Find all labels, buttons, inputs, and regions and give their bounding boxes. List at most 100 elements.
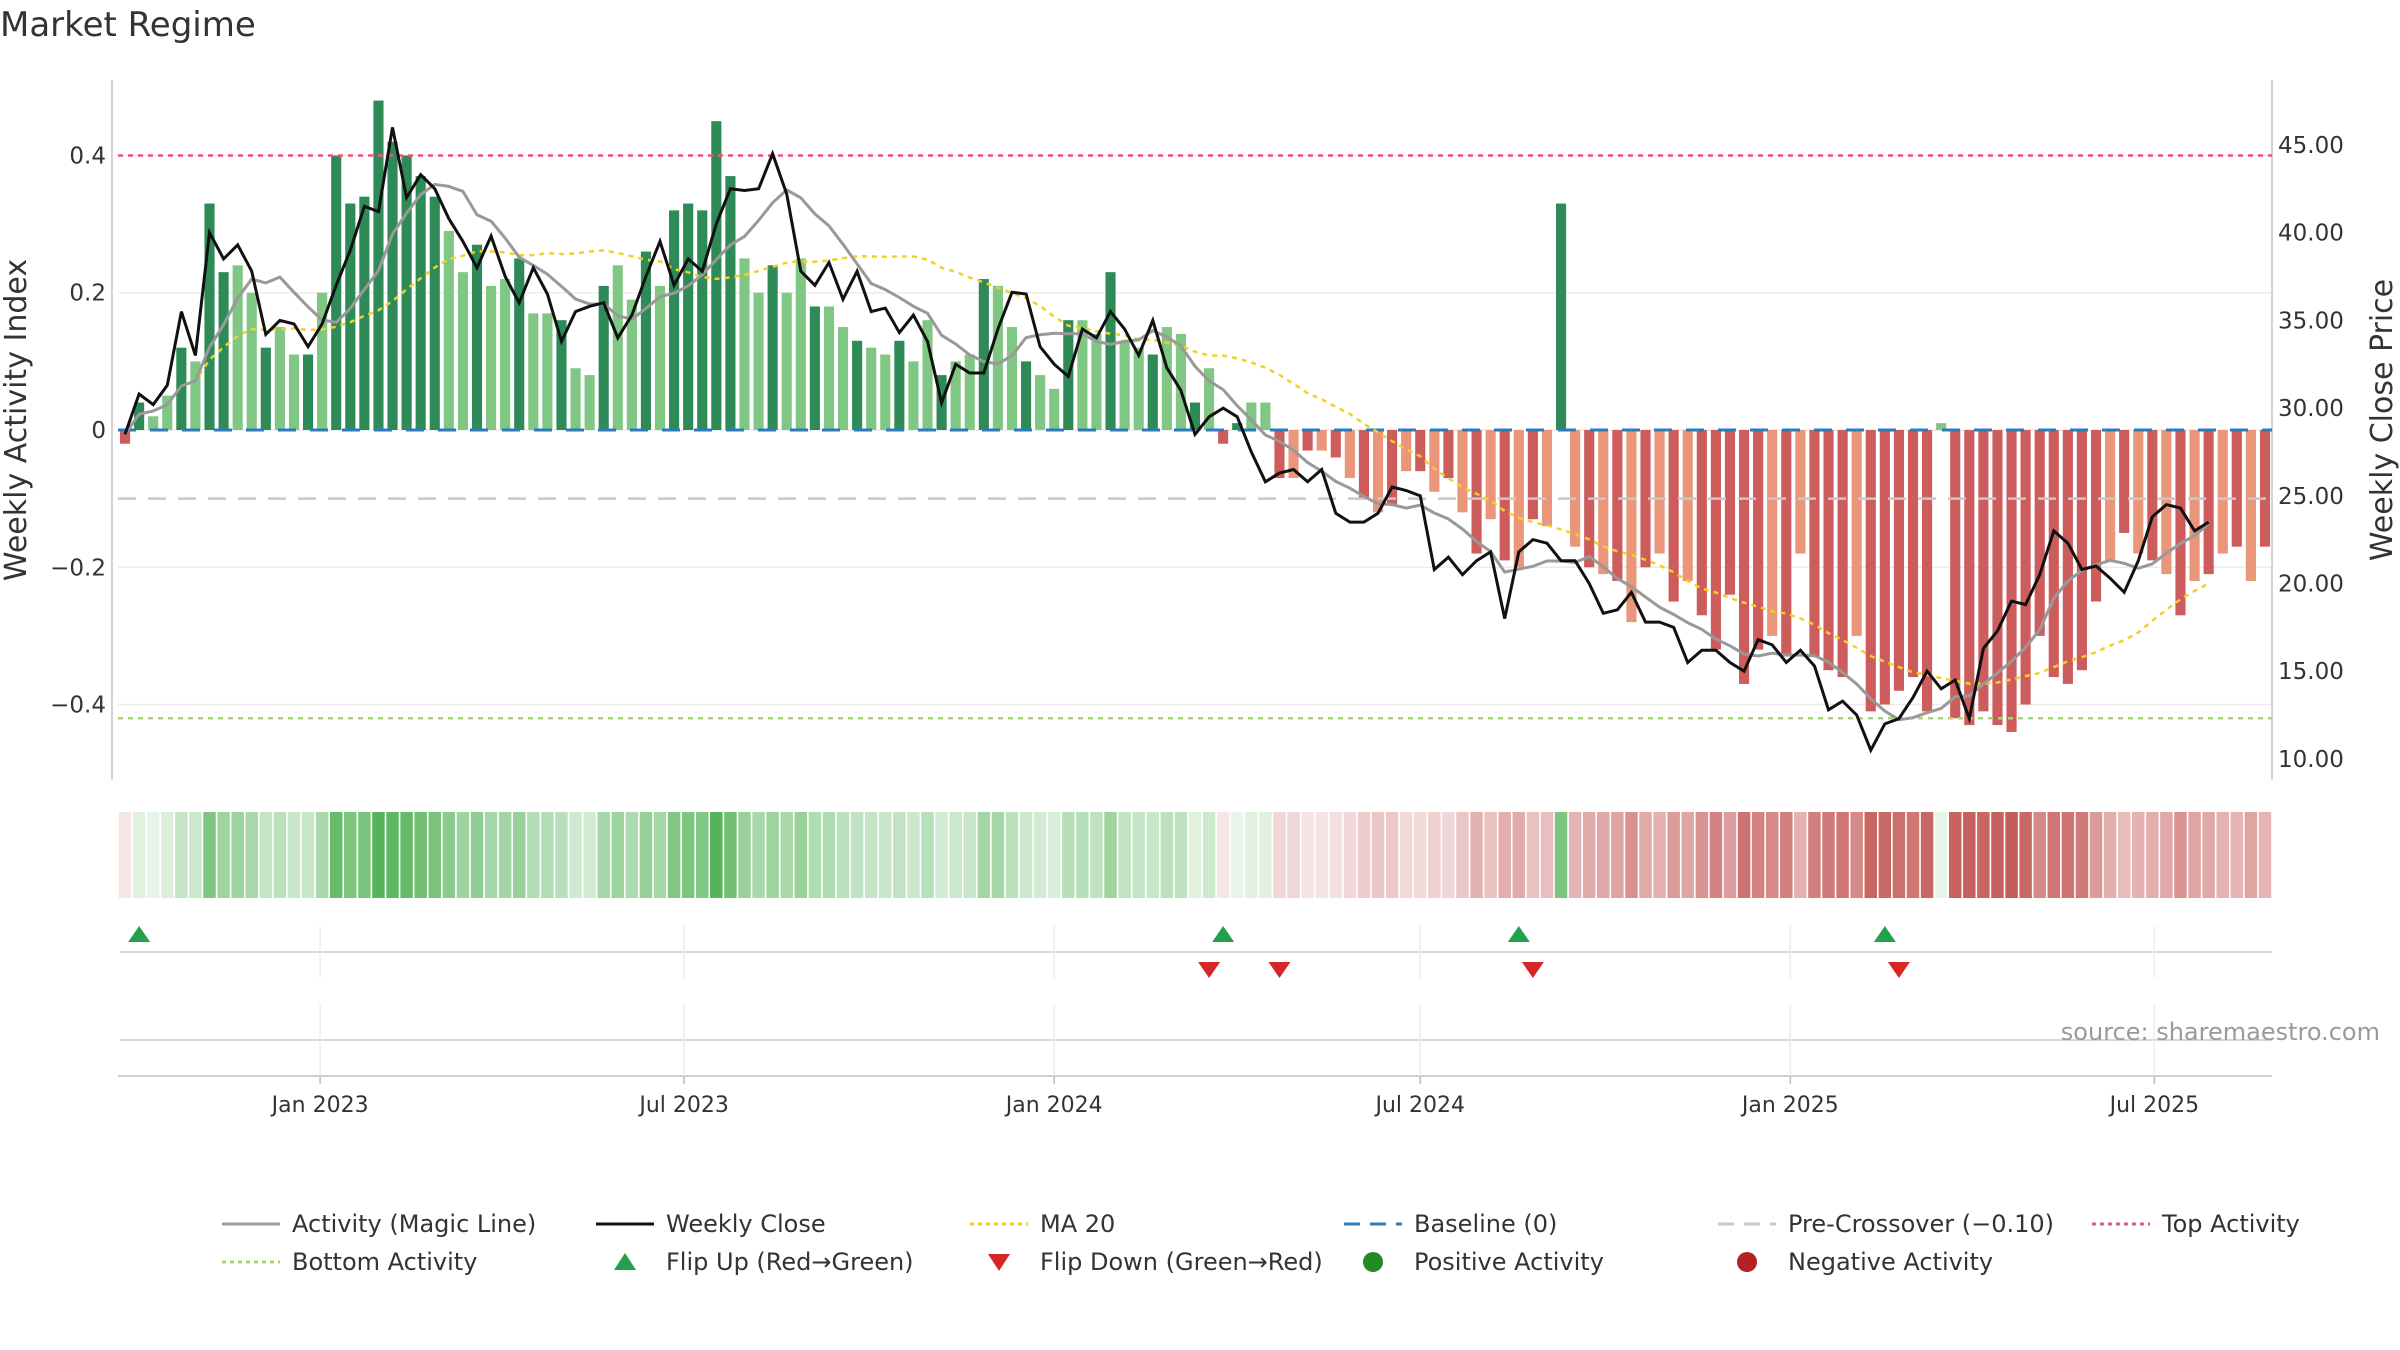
regime-cell [2033, 812, 2046, 898]
regime-cell [822, 812, 836, 898]
activity-bar [922, 320, 933, 430]
activity-bar [1978, 430, 1989, 712]
activity-bar [2062, 430, 2073, 684]
activity-bar [486, 285, 497, 430]
regime-cell [1948, 812, 1962, 898]
activity-bar [190, 361, 201, 430]
flip-down-marker [1521, 962, 1544, 978]
flip-up-marker [1507, 926, 1530, 942]
activity-bar [2119, 430, 2130, 533]
legend-item: MA 20 [970, 1210, 1115, 1238]
activity-bar [1753, 430, 1764, 650]
activity-bar [612, 265, 623, 430]
regime-cell [1808, 812, 1821, 898]
legend-swatch [614, 1253, 636, 1270]
legend-item: Pre-Crossover (−0.10) [1718, 1210, 2054, 1238]
regime-cell [1540, 812, 1554, 898]
regime-cell [1287, 812, 1300, 898]
regime-cell [780, 812, 793, 898]
activity-bar [2189, 430, 2200, 581]
regime-cell [864, 812, 878, 898]
regime-cell [1892, 812, 1906, 898]
regime-cell [1118, 812, 1131, 898]
activity-bar [317, 292, 328, 430]
regime-cell [372, 812, 385, 898]
activity-bar [1724, 430, 1736, 595]
regime-cell [414, 812, 427, 898]
activity-bar [514, 258, 525, 430]
activity-bar [2217, 430, 2228, 554]
regime-cell [597, 812, 610, 898]
regime-cell [2005, 812, 2018, 898]
activity-bar [2245, 430, 2256, 581]
activity-bar [1710, 430, 1721, 650]
regime-cell [1568, 812, 1582, 898]
regime-cell [1174, 812, 1188, 898]
activity-bar [1147, 354, 1158, 430]
regime-cell [2188, 812, 2201, 898]
flip-up-marker [1212, 926, 1235, 942]
activity-bar [711, 121, 722, 431]
regime-cell [1245, 812, 1258, 898]
activity-bar [725, 176, 736, 430]
regime-cell [569, 812, 582, 898]
right-axis: 45.00 40.00 35.00 30.00 25.00 20.00 15.00 10.00… [2278, 133, 2400, 773]
regime-cell [1878, 812, 1892, 898]
regime-cell [1090, 812, 1103, 898]
regime-cell [1920, 812, 1934, 898]
legend-item: Activity (Magic Line) [222, 1210, 536, 1238]
activity-bar [415, 176, 426, 430]
regime-cell [850, 812, 864, 898]
regime-cell [146, 812, 160, 898]
activity-bar [1950, 430, 1961, 719]
activity-bar [1260, 402, 1271, 430]
regime-cell [1259, 812, 1272, 898]
activity-bar [1302, 430, 1313, 451]
activity-bar [1598, 430, 1609, 575]
source-credit: source: sharemaestro.com [2061, 1018, 2380, 1046]
activity-bar [2048, 430, 2059, 678]
regime-cell [2047, 812, 2061, 898]
regime-cell [527, 812, 540, 898]
regime-cell [386, 812, 399, 898]
regime-cell [1202, 812, 1216, 898]
regime-cell [724, 812, 737, 898]
regime-cell [1681, 812, 1694, 898]
activity-bar [542, 313, 553, 430]
regime-cell [1005, 812, 1019, 898]
regime-cell [273, 812, 287, 898]
y-left-tick-label: 0.4 [69, 143, 106, 169]
regime-cell [2202, 812, 2215, 898]
activity-bar [992, 285, 1003, 430]
regime-cell [1062, 812, 1075, 898]
flip-down-marker [1198, 962, 1221, 978]
regime-cell [1906, 812, 1920, 898]
regime-cell [963, 812, 976, 898]
regime-cell [752, 812, 765, 898]
activity-bar [1049, 388, 1060, 430]
regime-cell [1498, 812, 1511, 898]
legend-label: Positive Activity [1414, 1248, 1604, 1276]
activity-bar [570, 368, 581, 430]
activity-bar [429, 196, 440, 430]
regime-cell [611, 812, 625, 898]
regime-cell [583, 812, 596, 898]
activity-bar [669, 210, 680, 430]
activity-bar [1485, 430, 1496, 520]
regime-cell [1132, 812, 1145, 898]
activity-bar [331, 155, 342, 431]
regime-cell [2117, 812, 2131, 898]
regime-cell [794, 812, 808, 898]
activity-bar [288, 354, 300, 430]
regime-cell [189, 812, 202, 898]
bottom-track: Jan 2023 Jul 2023 Jan 2024 Jul 2024 Jan 2025… [118, 1004, 2272, 1118]
activity-bar [1035, 375, 1046, 430]
legend: Activity (Magic Line) Weekly Close MA 20 Ba… [222, 1210, 2300, 1276]
activity-bar [302, 354, 314, 430]
regime-cell [1315, 812, 1328, 898]
activity-bar [1654, 430, 1665, 554]
activity-bar [1541, 430, 1553, 527]
activity-bar [1936, 423, 1947, 430]
y-left-axis-label: Weekly Activity Index [0, 259, 34, 581]
regime-cell [456, 812, 470, 898]
